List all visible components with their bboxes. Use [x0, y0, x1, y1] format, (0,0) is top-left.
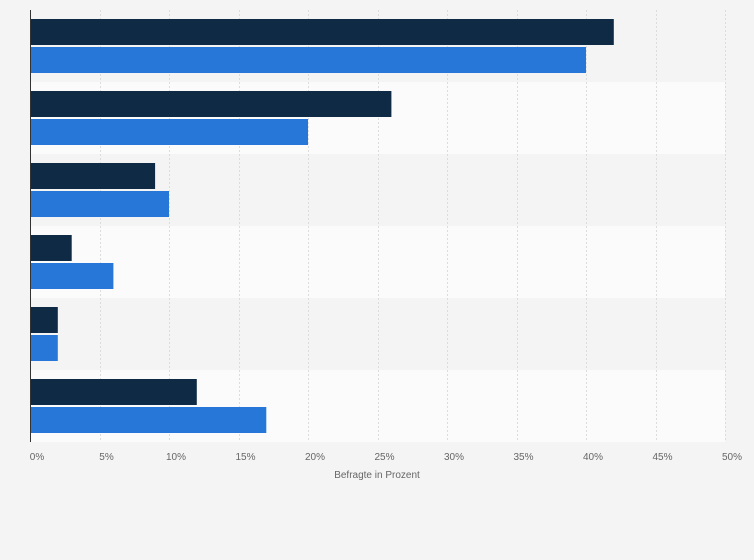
- bar-series2: [30, 47, 586, 73]
- x-tick-label: 0%: [30, 452, 45, 463]
- x-tick-label: 25%: [374, 452, 394, 463]
- bar-series2: [30, 119, 308, 145]
- bar-series2: [30, 335, 58, 361]
- x-tick-label: 40%: [583, 452, 603, 463]
- bar-series2: [30, 191, 169, 217]
- x-tick-label: 15%: [235, 452, 255, 463]
- bar-series1: [30, 19, 614, 45]
- bars: [30, 19, 614, 433]
- row-band: [30, 226, 725, 298]
- bar-series1: [30, 91, 392, 117]
- x-tick-label: 30%: [444, 452, 464, 463]
- bar-series1: [30, 307, 58, 333]
- bar-series1: [30, 235, 72, 261]
- bar-series1: [30, 379, 197, 405]
- bar-series1: [30, 163, 156, 189]
- x-tick-label: 20%: [305, 452, 325, 463]
- x-axis-label: Befragte in Prozent: [334, 470, 420, 481]
- x-tick-label: 50%: [722, 452, 742, 463]
- x-tick-label: 10%: [166, 452, 186, 463]
- row-bands: [30, 10, 725, 442]
- x-tick-labels: 0% 5% 10% 15% 20% 25% 30% 35% 40% 45% 50%: [30, 452, 742, 463]
- gridlines: [100, 10, 726, 442]
- bar-series2: [30, 407, 267, 433]
- x-tick-label: 35%: [513, 452, 533, 463]
- x-tick-label: 5%: [99, 452, 114, 463]
- row-band: [30, 298, 725, 370]
- bar-series2: [30, 263, 114, 289]
- x-tick-label: 45%: [652, 452, 672, 463]
